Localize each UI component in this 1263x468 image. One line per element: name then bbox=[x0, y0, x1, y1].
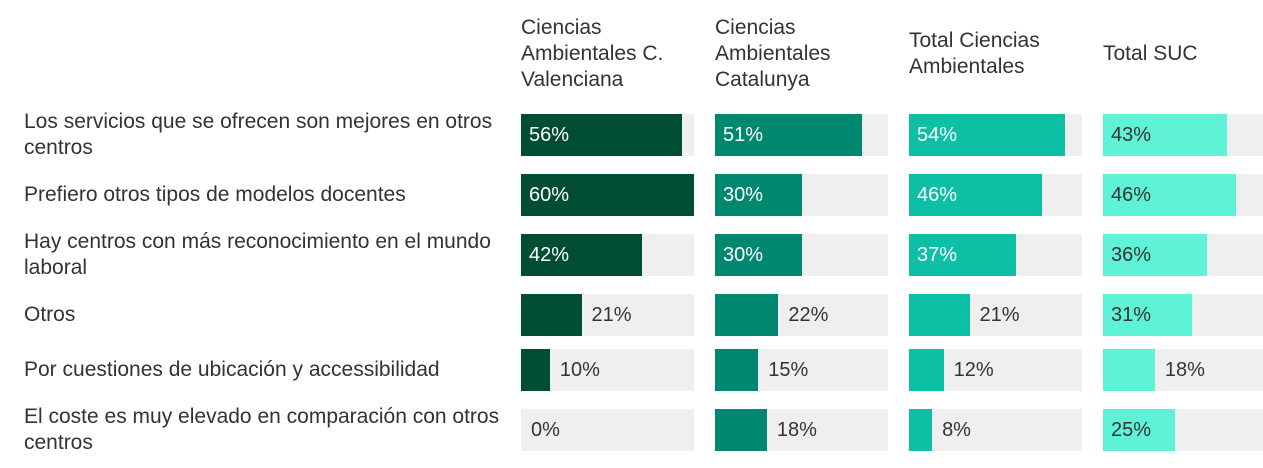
bar-track: 60% bbox=[521, 174, 694, 216]
bar bbox=[715, 294, 779, 336]
bar-track: 8% bbox=[909, 409, 1082, 451]
bar-track: 37% bbox=[909, 234, 1082, 276]
value-label: 31% bbox=[1111, 304, 1152, 326]
bar-track: 46% bbox=[909, 174, 1082, 216]
value-label: 8% bbox=[942, 419, 971, 441]
value-label: 18% bbox=[776, 419, 817, 441]
bar-track: 42% bbox=[521, 234, 694, 276]
bar-track: 43% bbox=[1103, 114, 1263, 156]
bar bbox=[1103, 114, 1227, 156]
bar bbox=[1103, 409, 1176, 451]
bar-track: 30% bbox=[715, 174, 888, 216]
row: Por cuestiones de ubicación y accessibil… bbox=[0, 349, 1263, 391]
rows: Los servicios que se ofrecen son mejores… bbox=[0, 109, 1263, 456]
column-header: Total SUC bbox=[1103, 42, 1198, 65]
bar bbox=[521, 294, 582, 336]
bar bbox=[1103, 294, 1193, 336]
row-label: El coste es muy elevado en comparación c… bbox=[24, 405, 500, 454]
bar bbox=[1103, 349, 1155, 391]
header: Ciencias Ambientales C. Valenciana Cienci… bbox=[0, 8, 1263, 100]
bar bbox=[909, 349, 944, 391]
bar-track: 10% bbox=[521, 349, 694, 391]
value-label: 37% bbox=[917, 244, 958, 266]
bar bbox=[909, 114, 1065, 156]
row: Prefiero otros tipos de modelos docentes… bbox=[0, 174, 1263, 216]
bar bbox=[521, 114, 683, 156]
bar-track: 18% bbox=[715, 409, 888, 451]
row: Los servicios que se ofrecen son mejores… bbox=[0, 109, 1263, 161]
row-label: Prefiero otros tipos de modelos docentes bbox=[24, 183, 406, 206]
bar bbox=[715, 174, 802, 216]
value-label: 18% bbox=[1164, 359, 1205, 381]
row-label: Los servicios que se ofrecen son mejores… bbox=[24, 110, 493, 159]
value-label: 46% bbox=[917, 184, 958, 206]
bar-track: 31% bbox=[1103, 294, 1263, 336]
value-label: 60% bbox=[529, 184, 570, 206]
bar-track: 21% bbox=[521, 294, 694, 336]
bar bbox=[715, 409, 767, 451]
bar bbox=[521, 174, 694, 216]
bar-track: 25% bbox=[1103, 409, 1263, 451]
row-label: Por cuestiones de ubicación y accessibil… bbox=[24, 358, 440, 381]
value-label: 22% bbox=[788, 304, 829, 326]
value-label: 10% bbox=[559, 359, 600, 381]
value-label: 51% bbox=[723, 124, 764, 146]
value-label: 30% bbox=[723, 244, 764, 266]
column-header: Total Ciencias Ambientales bbox=[909, 29, 1040, 78]
value-label: 12% bbox=[953, 359, 994, 381]
value-label: 21% bbox=[591, 304, 632, 326]
bar bbox=[1103, 234, 1207, 276]
value-label: 21% bbox=[979, 304, 1020, 326]
value-label: 25% bbox=[1111, 419, 1152, 441]
bar-track: 36% bbox=[1103, 234, 1263, 276]
row: El coste es muy elevado en comparación c… bbox=[0, 404, 1263, 456]
bar bbox=[909, 409, 933, 451]
bar-track: 46% bbox=[1103, 174, 1263, 216]
value-label: 30% bbox=[723, 184, 764, 206]
bar bbox=[715, 114, 863, 156]
bar bbox=[909, 174, 1042, 216]
bar bbox=[715, 234, 802, 276]
value-label: 42% bbox=[529, 244, 570, 266]
bar bbox=[715, 349, 759, 391]
bar-track: 0% bbox=[521, 409, 694, 451]
value-label: 0% bbox=[531, 419, 560, 441]
bar-track: 22% bbox=[715, 294, 888, 336]
column-header: Ciencias Ambientales Catalunya bbox=[715, 16, 831, 91]
bar bbox=[909, 234, 1016, 276]
row: Otros 21% 22% 21% 31% bbox=[0, 294, 1263, 336]
bar bbox=[909, 294, 970, 336]
bar bbox=[521, 349, 550, 391]
row: Hay centros con más reconocimiento en el… bbox=[0, 229, 1263, 281]
bar-track: 56% bbox=[521, 114, 694, 156]
bar-track: 51% bbox=[715, 114, 888, 156]
bar-track: 12% bbox=[909, 349, 1082, 391]
value-label: 15% bbox=[768, 359, 809, 381]
bar-track: 18% bbox=[1103, 349, 1263, 391]
value-label: 36% bbox=[1111, 244, 1152, 266]
bar-track: 30% bbox=[715, 234, 888, 276]
bar bbox=[521, 234, 643, 276]
value-label: 56% bbox=[529, 124, 570, 146]
column-header: Ciencias Ambientales C. Valenciana bbox=[521, 16, 664, 91]
bar bbox=[1103, 174, 1236, 216]
row-label: Otros bbox=[24, 303, 76, 326]
value-label: 54% bbox=[917, 124, 958, 146]
value-label: 46% bbox=[1111, 184, 1152, 206]
bar-track: 54% bbox=[909, 114, 1082, 156]
bar-track: 15% bbox=[715, 349, 888, 391]
row-label: Hay centros con más reconocimiento en el… bbox=[24, 230, 491, 279]
bar-track: 21% bbox=[909, 294, 1082, 336]
value-label: 43% bbox=[1111, 124, 1152, 146]
